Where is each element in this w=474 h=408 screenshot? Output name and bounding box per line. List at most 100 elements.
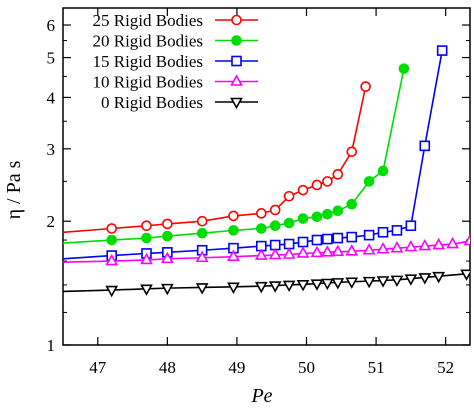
data-point bbox=[106, 223, 118, 234]
data-point bbox=[296, 246, 310, 258]
x-tick-label: 50 bbox=[298, 358, 315, 377]
series-group-0 bbox=[63, 81, 371, 234]
data-point bbox=[360, 81, 371, 92]
legend-label: 10 Rigid Bodies bbox=[92, 73, 203, 92]
y-tick-label: 6 bbox=[47, 16, 56, 35]
x-tick-label: 48 bbox=[159, 358, 176, 377]
y-tick-label: 3 bbox=[47, 140, 56, 159]
data-point bbox=[332, 205, 344, 217]
data-point bbox=[432, 271, 446, 284]
data-point bbox=[345, 277, 359, 289]
data-point bbox=[105, 253, 119, 266]
data-point bbox=[268, 247, 282, 260]
legend-label: 20 Rigid Bodies bbox=[92, 32, 203, 51]
data-point bbox=[390, 275, 404, 288]
data-point bbox=[419, 140, 431, 152]
data-point bbox=[322, 208, 333, 220]
data-point bbox=[297, 236, 309, 248]
data-point bbox=[331, 244, 345, 257]
data-point bbox=[346, 231, 358, 243]
data-point bbox=[346, 146, 358, 158]
data-point bbox=[105, 285, 119, 298]
data-point bbox=[404, 239, 418, 252]
data-point bbox=[283, 217, 295, 229]
data-point bbox=[269, 220, 281, 232]
data-point bbox=[282, 247, 296, 259]
data-point bbox=[254, 248, 268, 260]
data-point bbox=[404, 274, 418, 286]
data-point bbox=[390, 241, 404, 253]
series-group-4 bbox=[63, 269, 470, 298]
data-point bbox=[398, 63, 410, 74]
data-point bbox=[331, 278, 345, 290]
data-point bbox=[460, 269, 470, 281]
legend-label: 15 Rigid Bodies bbox=[92, 52, 203, 71]
data-point bbox=[227, 249, 240, 261]
data-point bbox=[310, 245, 324, 258]
data-point bbox=[363, 176, 375, 187]
data-point bbox=[463, 233, 470, 246]
data-point bbox=[311, 211, 323, 223]
data-point bbox=[160, 283, 174, 296]
data-point bbox=[377, 165, 389, 177]
data-point bbox=[362, 243, 376, 255]
x-axis-label: Pe bbox=[250, 385, 272, 407]
data-point bbox=[269, 204, 281, 216]
data-point bbox=[282, 280, 296, 293]
data-point bbox=[195, 283, 209, 295]
data-point bbox=[321, 278, 334, 291]
legend-label: 0 Rigid Bodies bbox=[101, 93, 203, 112]
data-point bbox=[283, 238, 295, 250]
data-point bbox=[255, 223, 267, 234]
data-point bbox=[345, 244, 359, 256]
data-point bbox=[332, 232, 344, 244]
data-point bbox=[332, 169, 344, 180]
x-tick-label: 51 bbox=[368, 358, 385, 377]
data-point bbox=[432, 237, 446, 250]
data-point bbox=[321, 245, 334, 257]
legend-marker bbox=[231, 14, 242, 26]
y-tick-label: 1 bbox=[47, 336, 56, 355]
data-point bbox=[297, 184, 309, 196]
data-point bbox=[227, 282, 240, 294]
data-point bbox=[162, 218, 173, 230]
data-point bbox=[346, 198, 358, 210]
data-point bbox=[255, 208, 267, 219]
data-point bbox=[322, 233, 333, 245]
data-point bbox=[160, 251, 174, 264]
data-point bbox=[196, 227, 208, 239]
data-point bbox=[310, 279, 324, 291]
data-point bbox=[436, 45, 448, 56]
y-axis-label: η / Pa s bbox=[3, 160, 25, 219]
data-point bbox=[106, 234, 118, 246]
data-point bbox=[196, 215, 208, 227]
y-tick-label: 2 bbox=[47, 212, 56, 231]
legend-marker bbox=[231, 35, 242, 46]
data-point bbox=[362, 276, 376, 289]
data-point bbox=[141, 220, 152, 232]
series-group-3 bbox=[63, 233, 470, 266]
plot-frame bbox=[62, 7, 471, 346]
series-group-1 bbox=[63, 63, 410, 246]
data-point bbox=[418, 238, 432, 251]
y-tick-label: 5 bbox=[47, 49, 56, 68]
data-point bbox=[228, 225, 239, 236]
data-point bbox=[446, 236, 459, 249]
data-point bbox=[141, 232, 152, 244]
data-point bbox=[311, 179, 323, 191]
data-point bbox=[376, 242, 390, 254]
x-tick-label: 47 bbox=[89, 358, 107, 377]
data-point bbox=[268, 281, 282, 293]
legend-marker bbox=[230, 97, 243, 110]
data-point bbox=[391, 225, 403, 236]
series-line bbox=[63, 240, 470, 263]
legend-label: 25 Rigid Bodies bbox=[92, 11, 203, 30]
data-point bbox=[283, 190, 295, 202]
data-point bbox=[228, 210, 239, 222]
data-point bbox=[140, 284, 153, 296]
data-point bbox=[297, 213, 309, 224]
data-point bbox=[195, 250, 209, 263]
data-point bbox=[363, 229, 375, 241]
